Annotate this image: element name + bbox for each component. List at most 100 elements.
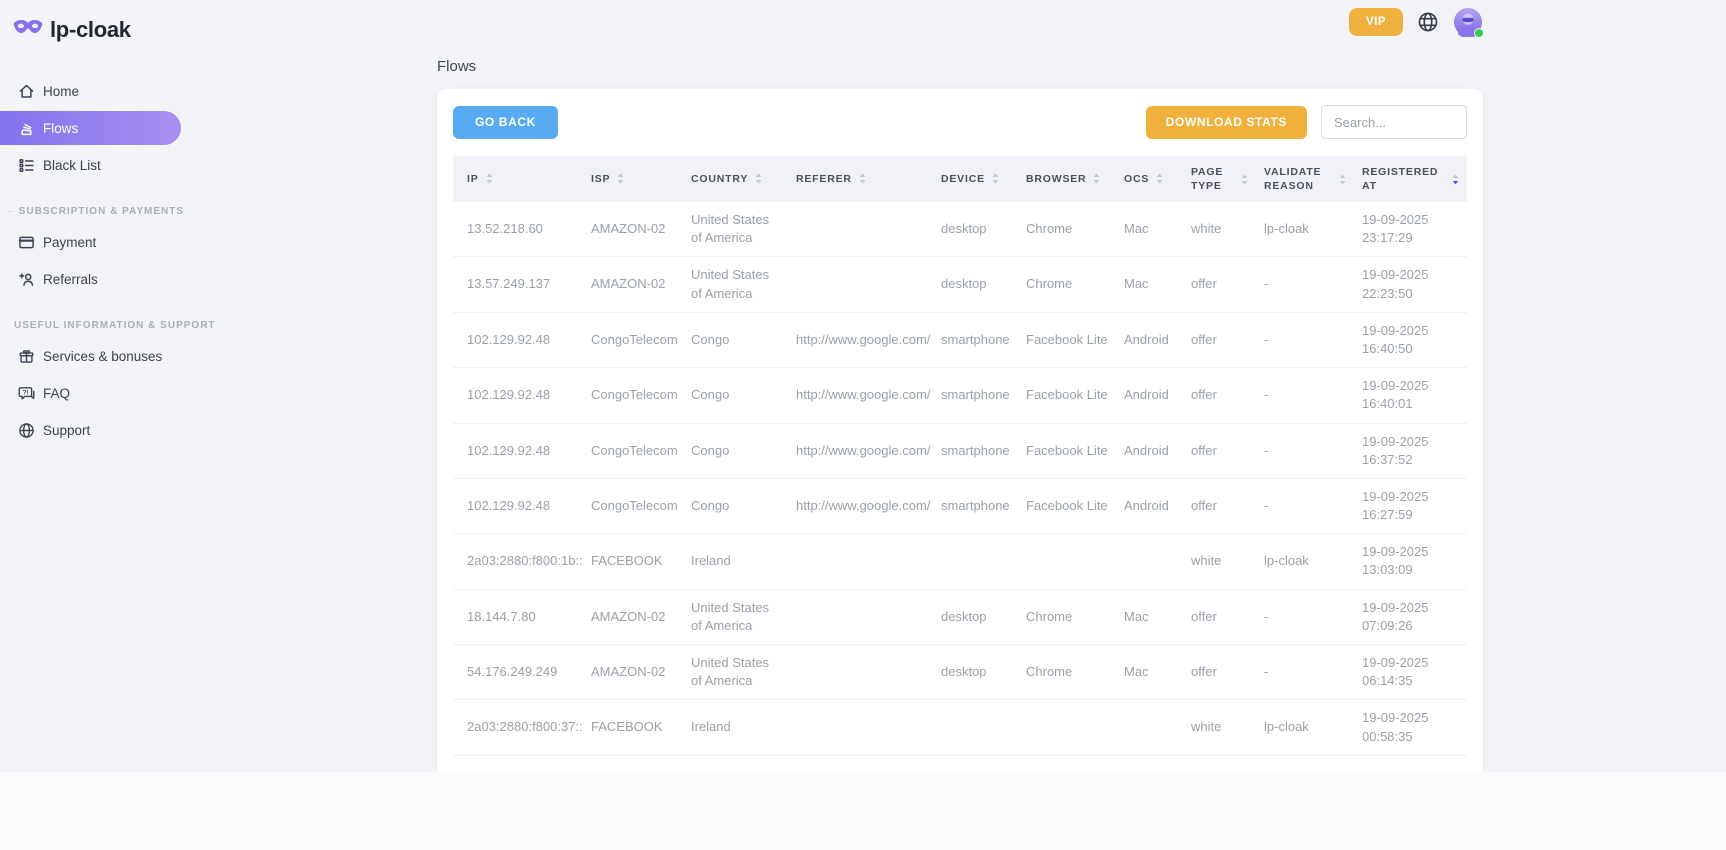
cell-page-type: white bbox=[1191, 221, 1222, 237]
faq-icon: ?! bbox=[18, 385, 35, 402]
sidebar-item-faq[interactable]: ?! FAQ bbox=[0, 376, 200, 410]
cell-referer bbox=[788, 202, 933, 257]
cell-browser: Chrome bbox=[1026, 664, 1073, 680]
sidebar-item-black-list[interactable]: Black List bbox=[0, 148, 200, 182]
sidebar-item-referrals[interactable]: Referrals bbox=[0, 262, 200, 296]
cell-page-type: offer bbox=[1191, 608, 1217, 624]
sort-icon bbox=[1094, 173, 1100, 184]
black-list-icon bbox=[18, 157, 35, 174]
sidebar-item-flows[interactable]: Flows bbox=[0, 111, 181, 145]
cell-browser: Facebook Lite bbox=[1026, 331, 1108, 347]
sidebar-item-services-bonuses[interactable]: Services & bonuses bbox=[0, 339, 200, 373]
cell-registered-at: 19-09-2025 16:37:52 bbox=[1362, 433, 1429, 467]
col-header-ip[interactable]: IP bbox=[453, 156, 583, 202]
column-label: ISP bbox=[591, 172, 611, 185]
cell-referer: http://www.google.com/ bbox=[796, 497, 931, 513]
cell-ip: 18.144.7.80 bbox=[467, 608, 536, 624]
cell-validate-reason: lp-cloak bbox=[1264, 553, 1309, 569]
col-header-country[interactable]: COUNTRY bbox=[683, 156, 788, 202]
column-label: COUNTRY bbox=[691, 172, 749, 185]
cell-ip: 13.57.249.137 bbox=[467, 276, 551, 292]
globe-icon[interactable] bbox=[1416, 10, 1440, 34]
cell-device: smartphone bbox=[941, 331, 1010, 347]
download-stats-button[interactable]: DOWNLOAD STATS bbox=[1145, 105, 1307, 139]
cell-browser: Chrome bbox=[1026, 608, 1073, 624]
cell-ocs: Android bbox=[1124, 497, 1169, 513]
col-header-isp[interactable]: ISP bbox=[583, 156, 683, 202]
cell-ocs: Android bbox=[1124, 442, 1169, 458]
table-row: 54.176.249.249 AMAZON-02 United States of … bbox=[453, 645, 1467, 700]
cell-referer: http://www.google.com/ bbox=[796, 442, 931, 458]
support-icon bbox=[18, 422, 35, 439]
brand-logo[interactable]: lp-cloak bbox=[0, 12, 200, 48]
col-header-registered-at[interactable]: REGISTERED AT bbox=[1354, 156, 1467, 202]
cell-referer bbox=[788, 700, 933, 755]
online-status-dot bbox=[1474, 28, 1484, 38]
cell-registered-at: 19-09-2025 16:40:01 bbox=[1362, 378, 1429, 412]
sidebar-item-support[interactable]: Support bbox=[0, 413, 200, 447]
sort-icon bbox=[1156, 173, 1163, 184]
cell-ip: 2a03:2880:f800:1b:: bbox=[467, 553, 583, 569]
cell-referer bbox=[788, 645, 933, 700]
search-input[interactable] bbox=[1321, 105, 1467, 139]
col-header-ocs[interactable]: OCS bbox=[1116, 156, 1183, 202]
cell-validate-reason: - bbox=[1264, 442, 1269, 458]
cell-device: desktop bbox=[941, 664, 987, 680]
sidebar-item-label: Payment bbox=[43, 234, 97, 250]
cell-page-type: white bbox=[1191, 553, 1222, 569]
sidebar-nav: Home Flows Black List SUBSCRIPTION & PAYMEN… bbox=[0, 74, 215, 447]
mask-icon bbox=[13, 18, 43, 43]
sidebar-item-label: Black List bbox=[43, 157, 101, 173]
table-row: 13.57.249.137 AMAZON-02 United States of A… bbox=[453, 257, 1467, 313]
table-row: 2a03:2880:f800:37:: FACEBOOK Ireland white l… bbox=[453, 700, 1467, 756]
sidebar-item-payment[interactable]: Payment bbox=[0, 225, 200, 259]
column-label: OCS bbox=[1124, 172, 1150, 185]
column-label: VALIDATE REASON bbox=[1264, 165, 1322, 192]
column-label: REFERER bbox=[796, 172, 852, 185]
cell-ip: 102.129.92.48 bbox=[467, 497, 551, 513]
sort-icon bbox=[1339, 174, 1346, 184]
cell-ip: 2a03:2880:f800:37:: bbox=[467, 719, 583, 735]
cell-country: Congo bbox=[691, 331, 730, 347]
sidebar-item-label: Home bbox=[43, 83, 80, 99]
col-header-device[interactable]: DEVICE bbox=[933, 156, 1018, 202]
card-toolbar: GO BACK DOWNLOAD STATS bbox=[453, 105, 1467, 139]
cell-referer: http://www.google.com/ bbox=[796, 331, 931, 347]
cell-registered-at: 19-09-2025 00:58:35 bbox=[1362, 710, 1429, 744]
flows-table: IP ISP COUNTRY REFERER DEVICE BROWSER OCS PAGE … bbox=[453, 156, 1467, 756]
cell-device: desktop bbox=[941, 276, 987, 292]
cell-ocs: Mac bbox=[1124, 664, 1149, 680]
cell-device bbox=[933, 534, 1018, 589]
vip-button[interactable]: VIP bbox=[1349, 8, 1403, 36]
go-back-button[interactable]: GO BACK bbox=[453, 105, 558, 139]
cell-isp: CongoTelecom bbox=[591, 442, 678, 458]
cell-ip: 13.52.218.60 bbox=[467, 221, 543, 237]
cell-browser: Chrome bbox=[1026, 221, 1073, 237]
cell-ocs: Mac bbox=[1124, 221, 1149, 237]
cell-browser bbox=[1018, 534, 1116, 589]
cell-referer bbox=[788, 534, 933, 589]
cell-page-type: offer bbox=[1191, 442, 1217, 458]
cell-ocs: Mac bbox=[1124, 608, 1149, 624]
table-row: 2a03:2880:f800:1b:: FACEBOOK Ireland white l… bbox=[453, 534, 1467, 590]
column-label: REGISTERED AT bbox=[1362, 165, 1439, 192]
col-header-referer[interactable]: REFERER bbox=[788, 156, 933, 202]
col-header-validate-reason[interactable]: VALIDATE REASON bbox=[1256, 156, 1354, 202]
cell-ocs bbox=[1116, 534, 1183, 589]
sort-icon bbox=[1241, 174, 1248, 184]
cell-validate-reason: - bbox=[1264, 664, 1269, 680]
sort-icon bbox=[486, 173, 492, 184]
cell-country: Congo bbox=[691, 442, 730, 458]
cell-validate-reason: - bbox=[1264, 387, 1269, 403]
col-header-browser[interactable]: BROWSER bbox=[1018, 156, 1116, 202]
table-row: 102.129.92.48 CongoTelecom Congo http://www… bbox=[453, 368, 1467, 423]
col-header-page-type[interactable]: PAGE TYPE bbox=[1183, 156, 1256, 202]
cell-isp: AMAZON-02 bbox=[591, 664, 666, 680]
user-avatar[interactable] bbox=[1453, 7, 1484, 39]
cell-country: United States of America bbox=[691, 599, 770, 633]
sidebar-item-home[interactable]: Home bbox=[0, 74, 200, 108]
cell-device: smartphone bbox=[941, 387, 1010, 403]
flows-icon bbox=[18, 120, 35, 137]
cell-validate-reason: - bbox=[1264, 331, 1269, 347]
cell-registered-at: 19-09-2025 22:23:50 bbox=[1362, 267, 1429, 301]
